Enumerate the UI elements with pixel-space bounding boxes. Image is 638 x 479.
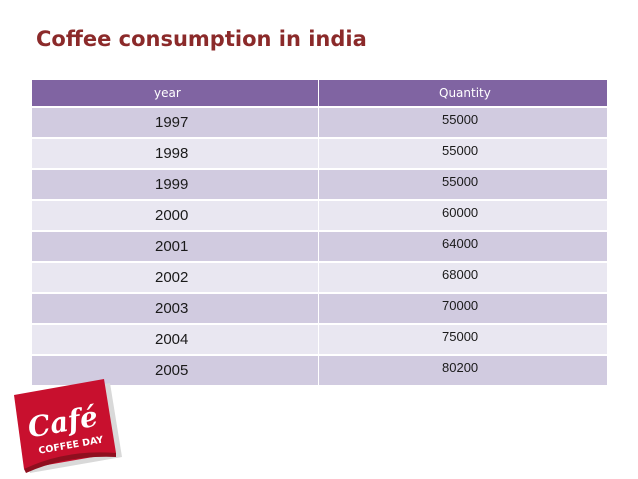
cell-year: 2005 [32,356,318,387]
cell-year: 1998 [32,139,318,170]
slide-title: Coffee consumption in india [36,27,367,51]
cell-quantity: 55000 [318,170,607,201]
cell-quantity: 80200 [318,356,607,387]
table-row: 2005 80200 [32,356,607,387]
cell-quantity: 68000 [318,263,607,294]
cell-year: 2001 [32,232,318,263]
table-row: 2004 75000 [32,325,607,356]
header-year: year [32,80,318,108]
cell-year: 2002 [32,263,318,294]
cell-quantity: 70000 [318,294,607,325]
table-row: 1999 55000 [32,170,607,201]
cell-year: 1997 [32,108,318,139]
table-row: 2000 60000 [32,201,607,232]
table-row: 2001 64000 [32,232,607,263]
cell-year: 2004 [32,325,318,356]
header-quantity: Quantity [318,80,607,108]
table-row: 2003 70000 [32,294,607,325]
logo-swoosh [24,452,116,473]
cell-quantity: 64000 [318,232,607,263]
cell-quantity: 55000 [318,139,607,170]
cell-quantity: 55000 [318,108,607,139]
table-row: 2002 68000 [32,263,607,294]
table-row: 1997 55000 [32,108,607,139]
logo-red-square [14,379,116,469]
cell-year: 2000 [32,201,318,232]
cell-quantity: 60000 [318,201,607,232]
cell-year: 2003 [32,294,318,325]
cell-year: 1999 [32,170,318,201]
cafe-coffee-day-logo: Café COFFEE DAY [14,379,122,473]
table-header-row: year Quantity [32,80,607,108]
consumption-table: year Quantity 1997 55000 1998 55000 1999… [32,80,607,387]
table-row: 1998 55000 [32,139,607,170]
cell-quantity: 75000 [318,325,607,356]
